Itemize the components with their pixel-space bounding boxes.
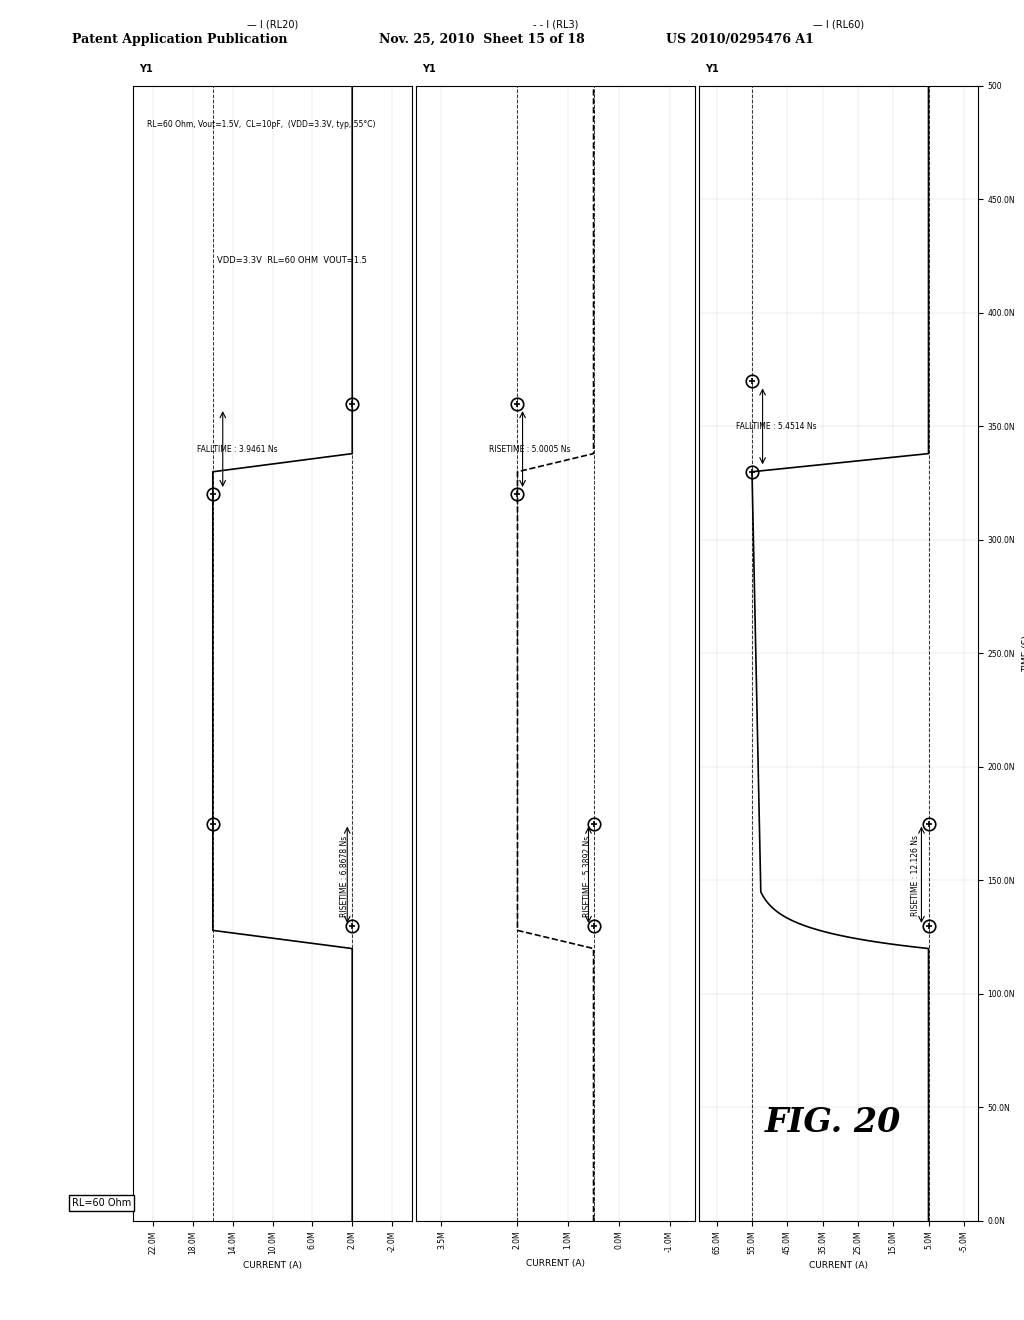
Text: FALLTIME : 5.4514 Ns: FALLTIME : 5.4514 Ns: [736, 422, 817, 430]
Text: RL=60 Ohm: RL=60 Ohm: [72, 1197, 131, 1208]
X-axis label: CURRENT (A): CURRENT (A): [809, 1262, 868, 1270]
Text: — I (RL60): — I (RL60): [813, 18, 864, 29]
Text: FIG. 20: FIG. 20: [765, 1106, 901, 1138]
Text: Y1: Y1: [705, 65, 719, 74]
Text: VDD=3.3V  RL=60 OHM  VOUT=1.5: VDD=3.3V RL=60 OHM VOUT=1.5: [217, 256, 367, 265]
Text: FALLTIME : 3.9461 Ns: FALLTIME : 3.9461 Ns: [198, 445, 278, 454]
Y-axis label: TIME (S): TIME (S): [1022, 635, 1024, 672]
Text: RISETIME : 6.8678 Ns: RISETIME : 6.8678 Ns: [340, 836, 349, 916]
Text: RISETIME : 5.3892 Ns: RISETIME : 5.3892 Ns: [584, 836, 593, 916]
Text: Y1: Y1: [138, 65, 153, 74]
Text: US 2010/0295476 A1: US 2010/0295476 A1: [666, 33, 813, 46]
Text: - - I (RL3): - - I (RL3): [532, 18, 579, 29]
Text: Nov. 25, 2010  Sheet 15 of 18: Nov. 25, 2010 Sheet 15 of 18: [379, 33, 585, 46]
X-axis label: CURRENT (A): CURRENT (A): [526, 1259, 585, 1269]
X-axis label: CURRENT (A): CURRENT (A): [243, 1261, 302, 1270]
Text: RISETIME : 12.126 Ns: RISETIME : 12.126 Ns: [911, 836, 920, 916]
Text: RISETIME : 5.0005 Ns: RISETIME : 5.0005 Ns: [489, 445, 571, 454]
Text: Y1: Y1: [422, 65, 435, 74]
Text: RL=60 Ohm, Vout=1.5V,  CL=10pF,  (VDD=3.3V, typ, 55°C): RL=60 Ohm, Vout=1.5V, CL=10pF, (VDD=3.3V…: [147, 120, 376, 129]
Text: — I (RL20): — I (RL20): [247, 18, 298, 29]
Text: Patent Application Publication: Patent Application Publication: [72, 33, 287, 46]
